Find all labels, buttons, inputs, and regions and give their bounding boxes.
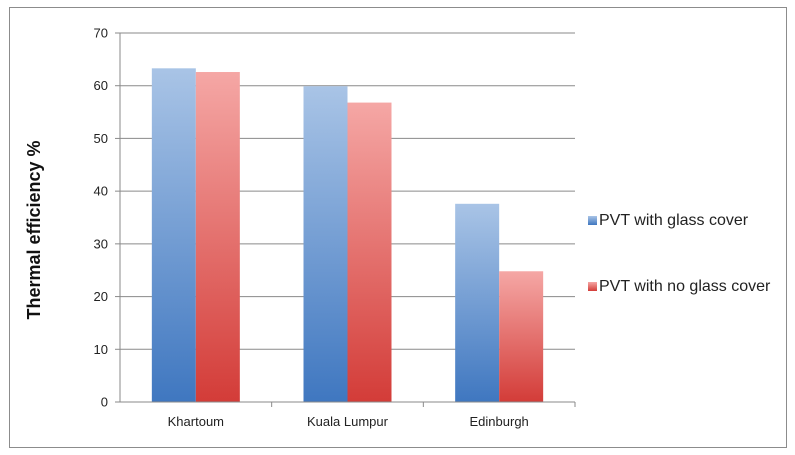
y-axis-label: Thermal efficiency % [24, 140, 44, 319]
axes [119, 33, 576, 407]
bar-kuala-lumpur-series-1 [303, 86, 348, 403]
x-category-label: Khartoum [168, 414, 224, 429]
legend-label: PVT with no glass cover [599, 278, 771, 295]
y-tick-label: 20 [94, 289, 108, 304]
y-tick-label: 0 [101, 395, 108, 410]
x-category-labels: Khartoum Kuala Lumpur Edinburgh [168, 414, 529, 429]
bar-kuala-lumpur-series-2 [347, 102, 392, 402]
x-category-label: Edinburgh [470, 414, 529, 429]
legend-label: PVT with glass cover [599, 212, 749, 229]
y-tick-label: 40 [94, 184, 108, 199]
bar-edinburgh-series-1 [455, 203, 500, 402]
bar-edinburgh-series-2 [499, 271, 544, 402]
legend: PVT with glass cover PVT with no glass co… [588, 212, 771, 295]
bars [151, 68, 544, 403]
y-tick-label: 50 [94, 131, 108, 146]
y-tick-label: 70 [94, 26, 108, 41]
y-tick-labels: 0 10 20 30 40 50 60 70 [94, 26, 108, 410]
bar-khartoum-series-1 [151, 68, 196, 402]
y-tick-label: 30 [94, 236, 108, 251]
y-tick-label: 10 [94, 342, 108, 357]
bar-khartoum-series-2 [195, 72, 240, 402]
y-tick-label: 60 [94, 78, 108, 93]
x-category-label: Kuala Lumpur [307, 414, 389, 429]
legend-swatch [588, 216, 597, 225]
chart-frame [9, 7, 787, 448]
legend-swatch [588, 282, 597, 291]
